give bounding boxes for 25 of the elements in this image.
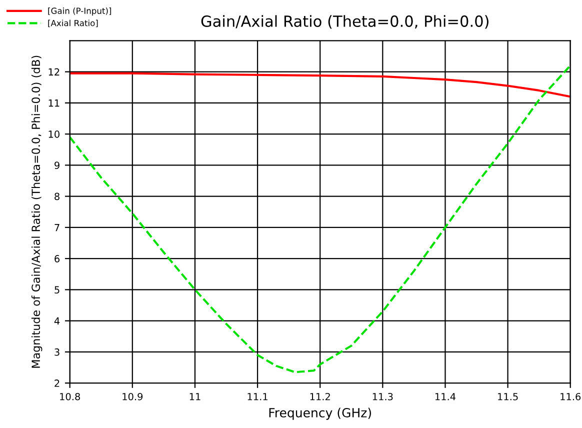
- y-tick-label: 3: [54, 348, 60, 356]
- x-tick-label: 11.4: [435, 393, 456, 400]
- y-tick-label: 7: [54, 224, 60, 232]
- y-tick-label: 11: [48, 100, 60, 107]
- y-tick-label: 12: [48, 68, 60, 76]
- x-tick-label: 11: [190, 393, 200, 400]
- y-tick-label: 2: [54, 380, 60, 387]
- y-tick-label: 5: [54, 286, 60, 294]
- chart-title: Gain/Axial Ratio (Theta=0.0, Phi=0.0): [201, 15, 488, 29]
- x-axis-title: Frequency (GHz): [269, 408, 371, 420]
- x-tick-label: 11.3: [372, 392, 393, 400]
- x-tick-label: 10.9: [122, 392, 143, 400]
- x-tick-label: 11.5: [498, 393, 518, 400]
- x-tick-label: 11.2: [310, 392, 330, 400]
- y-tick-label: 6: [54, 255, 60, 262]
- legend-label: [Axial Ratio]: [48, 20, 98, 28]
- x-tick-label: 11.6: [560, 392, 581, 400]
- y-tick-label: 10: [48, 130, 60, 138]
- y-tick-label: 8: [54, 192, 60, 200]
- y-axis-title: Magnitude of Gain/Axial Ratio (Theta=0.0, Phi=0.0) (dB): [31, 56, 42, 368]
- y-tick-label: 9: [54, 162, 60, 169]
- x-tick-label: 11.1: [248, 393, 268, 400]
- legend-label: [Gain (P-Input)]: [48, 8, 112, 16]
- y-tick-label: 4: [54, 317, 60, 324]
- x-tick-label: 10.8: [60, 392, 80, 400]
